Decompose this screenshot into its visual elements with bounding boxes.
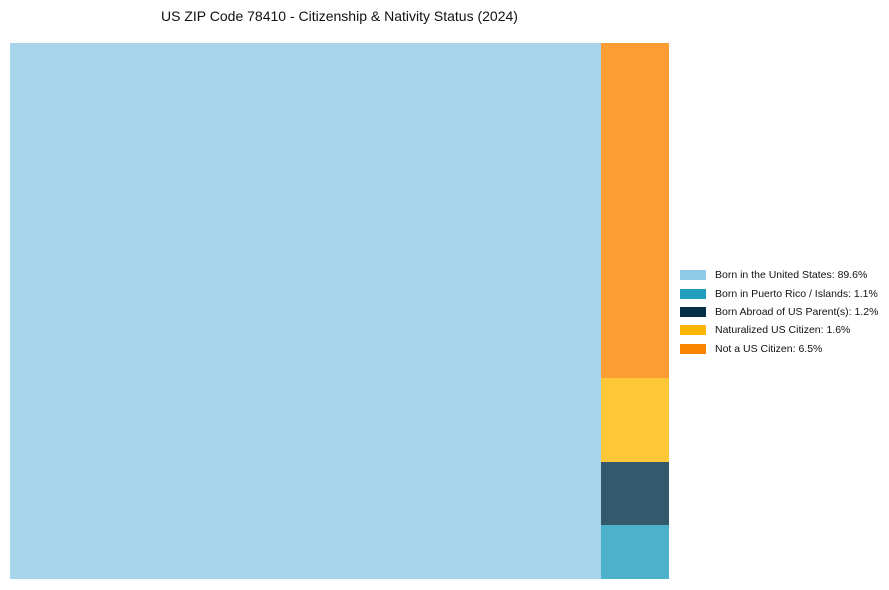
tile-born-abroad — [601, 462, 669, 525]
legend-swatch — [680, 325, 706, 336]
legend-item: Born in the United States: 89.6% — [680, 266, 878, 284]
legend-label: Born Abroad of US Parent(s): 1.2% — [715, 305, 879, 318]
legend-label: Not a US Citizen: 6.5% — [715, 342, 823, 355]
tile-puerto-rico — [601, 525, 669, 579]
tile-not-us-citizen — [601, 43, 669, 378]
legend: Born in the United States: 89.6% Born in… — [680, 266, 878, 358]
legend-swatch — [680, 343, 706, 354]
legend-swatch — [680, 306, 706, 317]
legend-item: Naturalized US Citizen: 1.6% — [680, 321, 878, 339]
legend-swatch — [680, 270, 706, 281]
legend-item: Born in Puerto Rico / Islands: 1.1% — [680, 284, 878, 302]
tile-born-in-us — [10, 43, 601, 579]
chart-title: US ZIP Code 78410 - Citizenship & Nativi… — [161, 8, 518, 24]
tile-naturalized — [601, 378, 669, 462]
legend-item: Born Abroad of US Parent(s): 1.2% — [680, 303, 878, 321]
legend-label: Born in Puerto Rico / Islands: 1.1% — [715, 287, 878, 300]
legend-label: Naturalized US Citizen: 1.6% — [715, 324, 851, 337]
legend-item: Not a US Citizen: 6.5% — [680, 340, 878, 358]
legend-label: Born in the United States: 89.6% — [715, 269, 868, 282]
treemap — [10, 43, 669, 579]
legend-swatch — [680, 288, 706, 299]
